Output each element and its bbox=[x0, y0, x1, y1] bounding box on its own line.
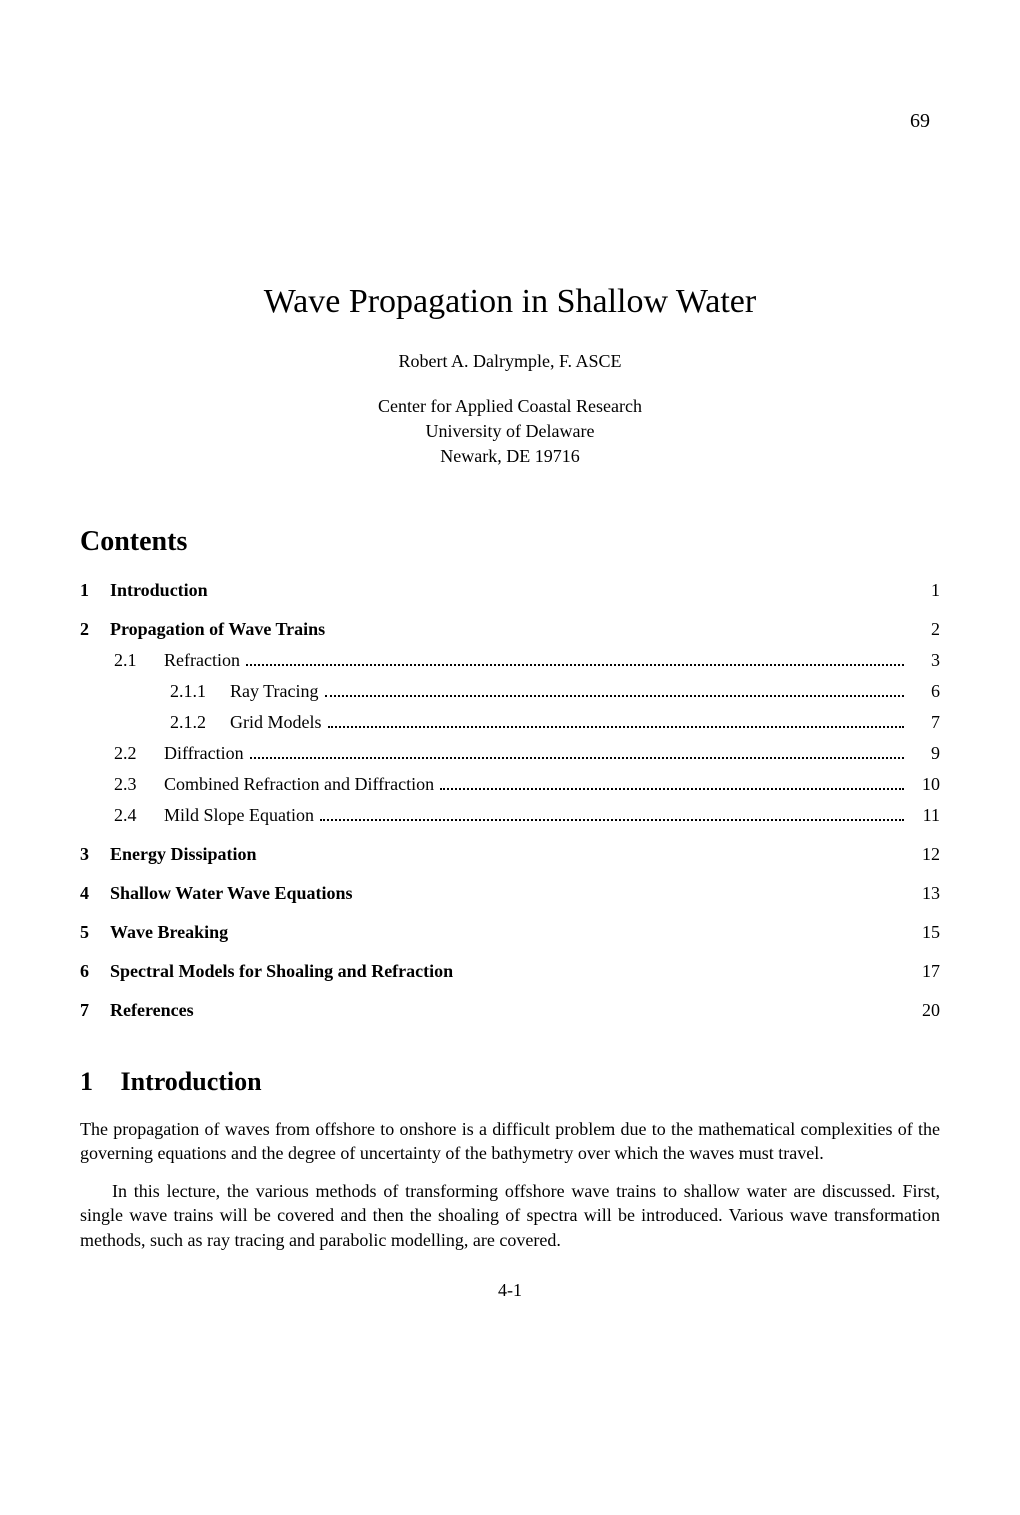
affiliation-block: Center for Applied Coastal Research Univ… bbox=[80, 394, 940, 470]
toc-num: 4 bbox=[80, 883, 110, 904]
toc-label: Ray Tracing bbox=[230, 681, 319, 702]
toc-subsection-2-4: 2.4 Mild Slope Equation 11 bbox=[80, 805, 940, 826]
toc-label: Introduction bbox=[110, 580, 208, 601]
toc-page: 20 bbox=[910, 1000, 940, 1021]
page-footer: 4-1 bbox=[80, 1280, 940, 1301]
toc-subsection-2-1: 2.1 Refraction 3 bbox=[80, 650, 940, 671]
toc-page: 10 bbox=[910, 774, 940, 795]
toc-label: Propagation of Wave Trains bbox=[110, 619, 325, 640]
toc-label: Grid Models bbox=[230, 712, 322, 733]
affiliation-line-1: Center for Applied Coastal Research bbox=[80, 394, 940, 419]
toc-label: Combined Refraction and Diffraction bbox=[164, 774, 434, 795]
toc-page: 3 bbox=[910, 650, 940, 671]
toc-num: 5 bbox=[80, 922, 110, 943]
section-number: 1 bbox=[80, 1067, 114, 1097]
page-container: 69 Wave Propagation in Shallow Water Rob… bbox=[0, 0, 1020, 1361]
toc-leader-dots bbox=[440, 788, 904, 790]
toc-num: 7 bbox=[80, 1000, 110, 1021]
table-of-contents: 1 Introduction 1 2 Propagation of Wave T… bbox=[80, 580, 940, 1021]
toc-subnum: 2.1 bbox=[80, 650, 164, 671]
toc-subsection-2-2: 2.2 Diffraction 9 bbox=[80, 743, 940, 764]
author-line: Robert A. Dalrymple, F. ASCE bbox=[80, 351, 940, 372]
toc-subsubnum: 2.1.1 bbox=[80, 681, 230, 702]
toc-label: Spectral Models for Shoaling and Refract… bbox=[110, 961, 453, 982]
toc-page: 1 bbox=[910, 580, 940, 601]
affiliation-line-2: University of Delaware bbox=[80, 419, 940, 444]
toc-page: 15 bbox=[910, 922, 940, 943]
toc-num: 1 bbox=[80, 580, 110, 601]
toc-page: 12 bbox=[910, 844, 940, 865]
toc-section-7: 7 References 20 bbox=[80, 1000, 940, 1021]
toc-section-3: 3 Energy Dissipation 12 bbox=[80, 844, 940, 865]
toc-section-6: 6 Spectral Models for Shoaling and Refra… bbox=[80, 961, 940, 982]
toc-label: Shallow Water Wave Equations bbox=[110, 883, 353, 904]
toc-page: 11 bbox=[910, 805, 940, 826]
toc-subnum: 2.4 bbox=[80, 805, 164, 826]
toc-num: 6 bbox=[80, 961, 110, 982]
paper-title: Wave Propagation in Shallow Water bbox=[80, 283, 940, 321]
toc-section-2: 2 Propagation of Wave Trains 2 bbox=[80, 619, 940, 640]
toc-page: 17 bbox=[910, 961, 940, 982]
toc-subnum: 2.3 bbox=[80, 774, 164, 795]
toc-subnum: 2.2 bbox=[80, 743, 164, 764]
intro-paragraph-1: The propagation of waves from offshore t… bbox=[80, 1117, 940, 1166]
toc-subsubsection-2-1-1: 2.1.1 Ray Tracing 6 bbox=[80, 681, 940, 702]
intro-paragraph-2: In this lecture, the various methods of … bbox=[80, 1179, 940, 1252]
toc-subsubnum: 2.1.2 bbox=[80, 712, 230, 733]
page-number-top: 69 bbox=[80, 110, 940, 133]
toc-leader-dots bbox=[320, 819, 904, 821]
contents-heading: Contents bbox=[80, 526, 940, 558]
toc-label: Diffraction bbox=[164, 743, 244, 764]
toc-page: 7 bbox=[910, 712, 940, 733]
toc-leader-dots bbox=[250, 757, 904, 759]
toc-section-5: 5 Wave Breaking 15 bbox=[80, 922, 940, 943]
toc-leader-dots bbox=[246, 664, 904, 666]
toc-page: 9 bbox=[910, 743, 940, 764]
toc-page: 6 bbox=[910, 681, 940, 702]
toc-label: Energy Dissipation bbox=[110, 844, 257, 865]
toc-subsection-2-3: 2.3 Combined Refraction and Diffraction … bbox=[80, 774, 940, 795]
toc-leader-dots bbox=[325, 695, 904, 697]
toc-label: Wave Breaking bbox=[110, 922, 228, 943]
introduction-heading: 1 Introduction bbox=[80, 1067, 940, 1097]
toc-num: 2 bbox=[80, 619, 110, 640]
section-title: Introduction bbox=[121, 1067, 262, 1096]
toc-label: References bbox=[110, 1000, 194, 1021]
toc-label: Mild Slope Equation bbox=[164, 805, 314, 826]
toc-subsubsection-2-1-2: 2.1.2 Grid Models 7 bbox=[80, 712, 940, 733]
toc-leader-dots bbox=[328, 726, 905, 728]
toc-label: Refraction bbox=[164, 650, 240, 671]
toc-section-1: 1 Introduction 1 bbox=[80, 580, 940, 601]
affiliation-line-3: Newark, DE 19716 bbox=[80, 444, 940, 469]
toc-section-4: 4 Shallow Water Wave Equations 13 bbox=[80, 883, 940, 904]
toc-num: 3 bbox=[80, 844, 110, 865]
toc-page: 2 bbox=[910, 619, 940, 640]
toc-page: 13 bbox=[910, 883, 940, 904]
